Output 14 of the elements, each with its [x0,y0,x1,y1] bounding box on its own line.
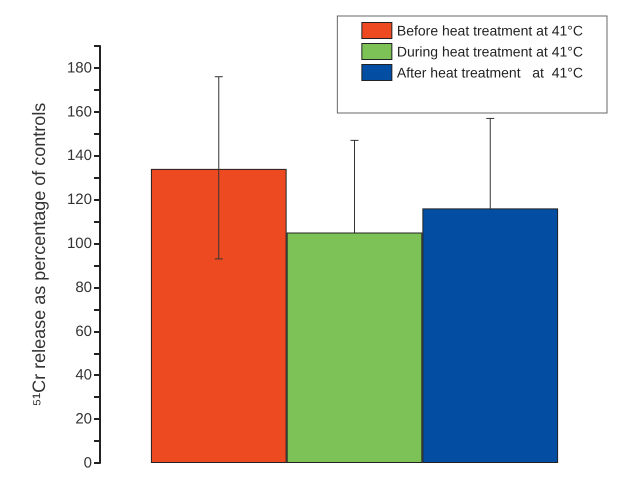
y-tick-label: 180 [66,59,92,76]
y-tick-label: 100 [66,235,92,252]
y-tick-label: 140 [66,147,92,164]
y-tick-label: 0 [84,454,92,472]
y-tick-label: 120 [66,191,92,208]
y-axis-title: ⁵¹Cr release as percentage of controls [29,102,49,406]
y-tick-label: 80 [75,278,92,296]
y-tick-label: 60 [75,322,92,340]
y-tick-label: 20 [75,410,92,428]
y-tick-label: 160 [66,103,92,120]
legend-label: After heat treatment at 41°C [396,64,583,80]
legend-label: Before heat treatment at 41°C [396,22,584,38]
legend-label: During heat treatment at 41°C [396,44,584,60]
y-tick-label: 40 [75,366,92,384]
